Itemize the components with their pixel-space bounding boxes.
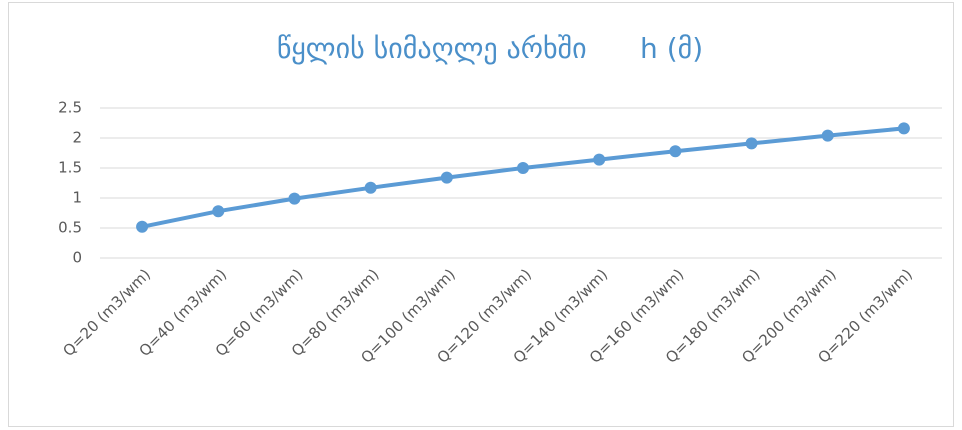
chart-title: წყლის სიმაღლე არხში h (მ) <box>277 32 703 65</box>
y-tick-label: 0.5 <box>58 219 82 237</box>
data-point <box>593 153 606 166</box>
data-point <box>897 122 910 135</box>
data-point <box>821 129 834 142</box>
chart-frame <box>8 2 954 427</box>
data-point <box>364 181 377 194</box>
data-point <box>517 162 529 174</box>
data-point <box>212 205 225 218</box>
data-point <box>745 137 758 150</box>
y-tick-label: 1 <box>72 189 82 207</box>
data-point <box>440 171 453 184</box>
y-tick-label: 2.5 <box>58 99 82 117</box>
y-tick-label: 1.5 <box>58 159 82 177</box>
y-tick-label: 2 <box>72 129 82 147</box>
y-tick-label: 0 <box>72 249 82 267</box>
data-point <box>136 220 149 233</box>
data-point <box>669 145 682 158</box>
data-point <box>288 192 301 205</box>
